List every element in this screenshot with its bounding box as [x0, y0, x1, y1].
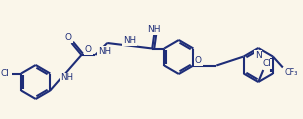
Text: CF₃: CF₃ [284, 68, 298, 77]
Text: NH: NH [123, 36, 136, 45]
Text: N: N [255, 50, 262, 60]
Text: Cl: Cl [1, 69, 10, 78]
Text: NH: NH [98, 47, 111, 55]
Text: O: O [195, 56, 202, 65]
Text: O: O [65, 34, 72, 42]
Text: O: O [85, 45, 92, 55]
Text: Cl: Cl [263, 60, 272, 69]
Text: NH: NH [60, 73, 73, 82]
Text: NH: NH [148, 25, 161, 34]
